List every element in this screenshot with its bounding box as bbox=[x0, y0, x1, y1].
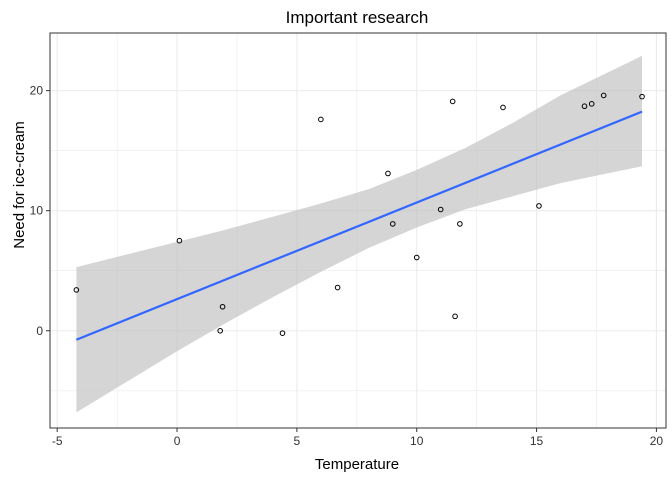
data-point bbox=[219, 303, 226, 310]
y-axis-ticks: 0 10 20 bbox=[30, 84, 50, 338]
data-point bbox=[588, 101, 595, 107]
data-point bbox=[500, 104, 506, 111]
data-point bbox=[217, 327, 223, 334]
data-point bbox=[457, 221, 463, 227]
confidence-band-area bbox=[76, 55, 642, 413]
chart-title: Important research bbox=[286, 8, 429, 27]
data-point bbox=[437, 206, 444, 213]
data-point bbox=[639, 93, 645, 100]
y-axis-label: Need for ice-cream bbox=[11, 121, 28, 249]
x-tick-label: -5 bbox=[52, 434, 63, 448]
data-point bbox=[413, 254, 420, 261]
data-points bbox=[73, 92, 645, 336]
y-tick-label: 20 bbox=[30, 84, 44, 98]
data-point bbox=[389, 221, 396, 227]
x-tick-label: 15 bbox=[530, 434, 544, 448]
gridlines bbox=[50, 33, 666, 428]
data-point bbox=[318, 116, 324, 123]
x-tick-label: 0 bbox=[174, 434, 181, 448]
x-tick-label: 5 bbox=[294, 434, 301, 448]
y-tick-label: 0 bbox=[36, 324, 43, 338]
data-point bbox=[452, 313, 458, 320]
y-tick-label: 10 bbox=[30, 204, 44, 218]
data-point bbox=[385, 170, 391, 177]
data-point bbox=[581, 103, 588, 110]
data-point bbox=[176, 237, 183, 244]
x-axis-label: Temperature bbox=[315, 456, 399, 473]
x-tick-label: 20 bbox=[650, 434, 664, 448]
data-point bbox=[279, 330, 286, 336]
data-point bbox=[600, 92, 607, 99]
data-point bbox=[449, 98, 456, 105]
panel-border bbox=[49, 32, 667, 429]
data-point bbox=[536, 203, 542, 209]
x-tick-label: 10 bbox=[410, 434, 424, 448]
data-point bbox=[334, 284, 341, 291]
data-point bbox=[73, 287, 80, 293]
x-axis-ticks: -5 0 5 10 15 20 bbox=[52, 428, 664, 448]
confidence-band bbox=[76, 55, 642, 413]
fit-line-group bbox=[75, 110, 643, 341]
fit-line bbox=[75, 110, 643, 341]
